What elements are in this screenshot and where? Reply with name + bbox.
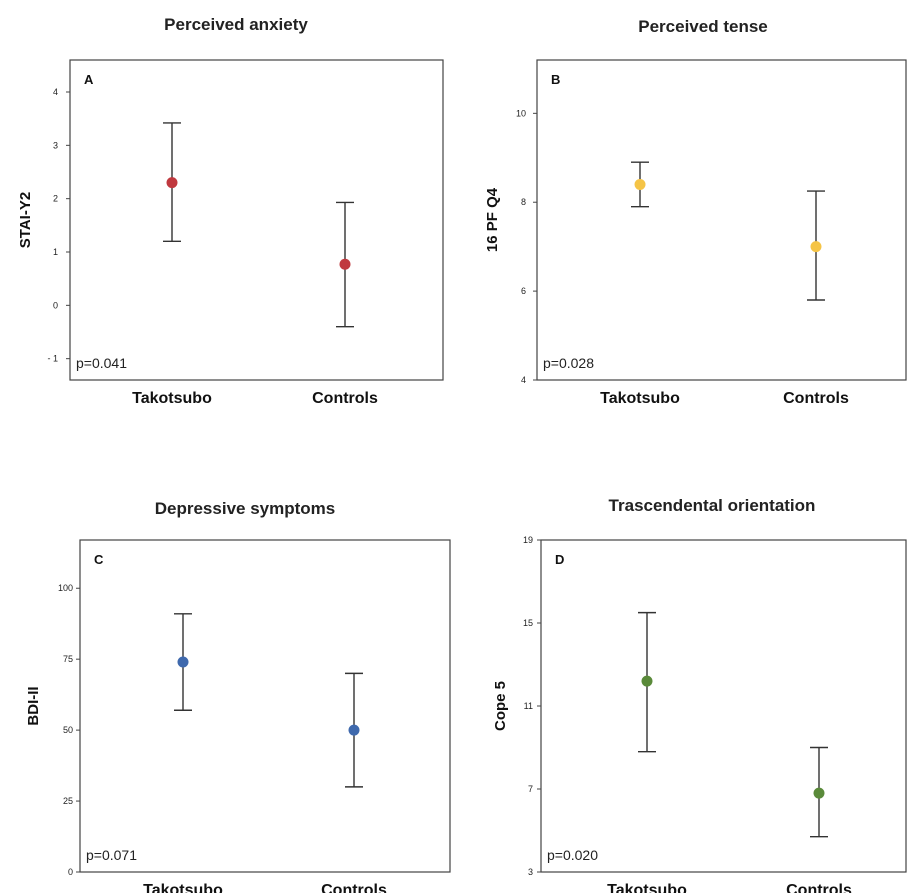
panel-c-category-label: Takotsubo bbox=[143, 882, 223, 893]
panel-a-category-label: Controls bbox=[312, 390, 378, 407]
panel-d-mean-point-takotsubo bbox=[641, 675, 653, 687]
panel-d-y-tick-label: 3 bbox=[528, 867, 533, 877]
panel-a-y-axis-label: STAI-Y2 bbox=[17, 192, 34, 248]
panel-d-category-label: Controls bbox=[786, 882, 852, 893]
panel-b-title: Perceived tense bbox=[638, 17, 767, 36]
panel-b-mean-point-controls bbox=[810, 241, 822, 253]
panel-b-y-tick-label: 8 bbox=[521, 197, 526, 207]
panel-c-y-tick-label: 25 bbox=[63, 796, 73, 806]
panel-b-y-tick-label: 10 bbox=[516, 108, 526, 118]
panel-a-title: Perceived anxiety bbox=[164, 15, 308, 34]
panel-c-y-tick-label: 0 bbox=[68, 867, 73, 877]
panel-a-category-label: Takotsubo bbox=[132, 390, 212, 407]
panel-d-category-label: Takotsubo bbox=[607, 882, 687, 893]
panel-d-y-tick-label: 7 bbox=[528, 784, 533, 794]
panel-b-panel-letter: B bbox=[551, 72, 560, 87]
panel-b-mean-point-takotsubo bbox=[634, 178, 646, 190]
panel-d-y-tick-label: 11 bbox=[524, 701, 533, 711]
panel-d-panel-letter: D bbox=[555, 552, 564, 567]
panel-b-y-tick-label: 6 bbox=[521, 286, 526, 296]
panel-b-y-axis-label: 16 PF Q4 bbox=[484, 187, 501, 252]
panel-c-category-label: Controls bbox=[321, 882, 387, 893]
panel-a-y-tick-label: 0 bbox=[53, 300, 58, 310]
panel-c-p-value: p=0.071 bbox=[86, 847, 137, 863]
panel-b-category-label: Takotsubo bbox=[600, 390, 680, 407]
panel-d-y-tick-label: 19 bbox=[523, 535, 533, 545]
panel-d-y-tick-label: 15 bbox=[523, 618, 533, 628]
panel-a-y-tick-label: 4 bbox=[53, 87, 58, 97]
panel-a-y-tick-label: - 1 bbox=[47, 354, 58, 364]
panel-c-panel-letter: C bbox=[94, 552, 104, 567]
panel-c-y-tick-label: 50 bbox=[63, 725, 73, 735]
panel-a-panel-letter: A bbox=[84, 72, 94, 87]
panel-a-y-tick-label: 3 bbox=[53, 140, 58, 150]
panel-a-y-tick-label: 2 bbox=[53, 194, 58, 204]
panel-c-title: Depressive symptoms bbox=[155, 499, 335, 518]
panel-a-p-value: p=0.041 bbox=[76, 355, 127, 371]
panel-d-mean-point-controls bbox=[813, 787, 825, 799]
panel-d-plot-frame bbox=[540, 539, 907, 873]
panel-b-p-value: p=0.028 bbox=[543, 355, 594, 371]
panel-a-plot-frame bbox=[69, 59, 444, 381]
panel-b-category-label: Controls bbox=[783, 390, 849, 407]
panel-c-plot-frame bbox=[79, 539, 451, 873]
panel-c-y-tick-label: 100 bbox=[58, 583, 73, 593]
panel-c-y-axis-label: BDI-II bbox=[25, 686, 42, 725]
panel-b-y-tick-label: 4 bbox=[521, 375, 526, 385]
panel-c-mean-point-controls bbox=[348, 724, 360, 736]
panel-a-y-tick-label: 1 bbox=[53, 247, 58, 257]
panel-a-mean-point-takotsubo bbox=[166, 177, 178, 189]
panel-d-y-axis-label: Cope 5 bbox=[492, 681, 509, 731]
panel-c-mean-point-takotsubo bbox=[177, 656, 189, 668]
panel-a-mean-point-controls bbox=[339, 258, 351, 270]
panel-d-p-value: p=0.020 bbox=[547, 847, 598, 863]
panel-d-title: Trascendental orientation bbox=[609, 496, 816, 515]
panel-b-plot-frame bbox=[536, 59, 907, 381]
panel-c-y-tick-label: 75 bbox=[63, 654, 73, 664]
